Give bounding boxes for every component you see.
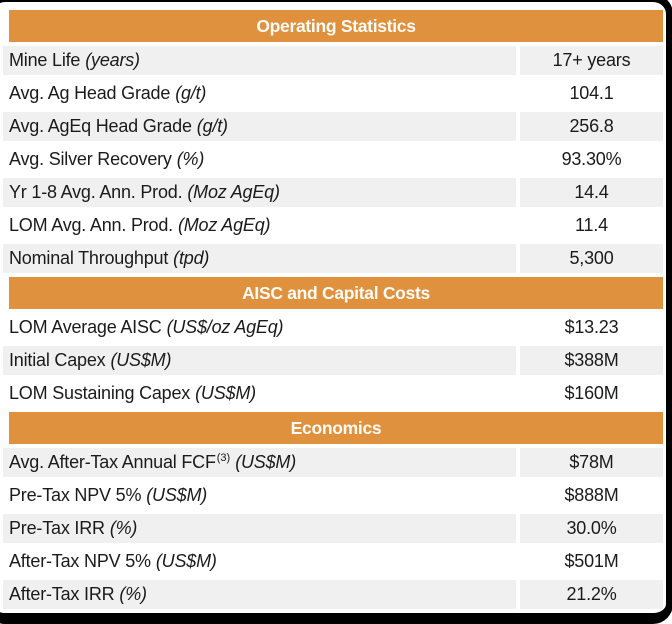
summary-table: Operating Statistics Mine Life (years) 17… [3, 10, 663, 609]
row-label: LOM Sustaining Capex [9, 383, 191, 403]
row-value: 5,300 [569, 248, 614, 268]
row-label: Avg. Silver Recovery [9, 149, 172, 169]
row-unit: (%) [176, 149, 205, 169]
row-label: Initial Capex [9, 350, 106, 370]
row-value: $13.23 [564, 317, 619, 337]
row-label: Mine Life [9, 50, 81, 70]
row-label: After-Tax NPV 5% [9, 551, 151, 571]
row-unit: (Moz AgEq) [187, 182, 280, 202]
table-row: Initial Capex (US$M) $388M [3, 346, 663, 375]
row-value-cell: $501M [520, 547, 663, 576]
row-label-cell: LOM Avg. Ann. Prod. (Moz AgEq) [3, 211, 516, 240]
row-label-cell: Pre-Tax IRR (%) [3, 514, 516, 543]
row-value: 93.30% [561, 149, 622, 169]
table-row: Yr 1-8 Avg. Ann. Prod. (Moz AgEq) 14.4 [3, 178, 663, 207]
table-row: After-Tax NPV 5% (US$M) $501M [3, 547, 663, 576]
row-label-cell: Nominal Throughput (tpd) [3, 244, 516, 273]
table-row: LOM Sustaining Capex (US$M) $160M [3, 379, 663, 408]
section-header: Economics [9, 412, 663, 444]
row-unit: (years) [85, 50, 140, 70]
table-row: Pre-Tax NPV 5% (US$M) $888M [3, 481, 663, 510]
row-value-cell: 14.4 [520, 178, 663, 207]
row-label-cell: Yr 1-8 Avg. Ann. Prod. (Moz AgEq) [3, 178, 516, 207]
row-value: $160M [564, 383, 619, 403]
row-label-cell: Mine Life (years) [3, 46, 516, 75]
row-value-cell: $388M [520, 346, 663, 375]
row-value-cell: $13.23 [520, 313, 663, 342]
row-value: $501M [564, 551, 619, 571]
row-value-cell: 21.2% [520, 580, 663, 609]
row-value: 17+ years [552, 50, 631, 70]
row-value-cell: 93.30% [520, 145, 663, 174]
row-label-cell: LOM Sustaining Capex (US$M) [3, 379, 516, 408]
row-label-cell: Pre-Tax NPV 5% (US$M) [3, 481, 516, 510]
table-row: Avg. After-Tax Annual FCF (3) (US$M) $78M [3, 448, 663, 477]
row-value-cell: 256.8 [520, 112, 663, 141]
row-label-cell: Avg. After-Tax Annual FCF (3) (US$M) [3, 448, 516, 477]
row-label: Yr 1-8 Avg. Ann. Prod. [9, 182, 183, 202]
row-label-cell: Initial Capex (US$M) [3, 346, 516, 375]
row-label: Avg. AgEq Head Grade [9, 116, 192, 136]
row-unit: (%) [119, 584, 147, 604]
row-value: $78M [569, 452, 614, 472]
row-label-cell: After-Tax IRR (%) [3, 580, 516, 609]
table-row: Avg. Silver Recovery (%) 93.30% [3, 145, 663, 174]
row-value-cell: 11.4 [520, 211, 663, 240]
section-header: AISC and Capital Costs [9, 277, 663, 309]
row-value: 256.8 [569, 116, 614, 136]
table-row: Pre-Tax IRR (%) 30.0% [3, 514, 663, 543]
table-row: Mine Life (years) 17+ years [3, 46, 663, 75]
row-unit: (Moz AgEq) [177, 215, 271, 235]
table-row: Nominal Throughput (tpd) 5,300 [3, 244, 663, 273]
row-value-cell: $888M [520, 481, 663, 510]
row-label-cell: LOM Average AISC (US$/oz AgEq) [3, 313, 516, 342]
footnote-superscript: (3) [216, 451, 231, 464]
row-label: Pre-Tax NPV 5% [9, 485, 142, 505]
row-unit: (US$M) [155, 551, 217, 571]
row-label: Pre-Tax IRR [9, 518, 105, 538]
row-value-cell: $78M [520, 448, 663, 477]
row-value-cell: 5,300 [520, 244, 663, 273]
row-value-cell: 104.1 [520, 79, 663, 108]
row-unit: (g/t) [175, 83, 207, 103]
row-label: Avg. Ag Head Grade [9, 83, 171, 103]
table-row: After-Tax IRR (%) 21.2% [3, 580, 663, 609]
table-row: Avg. AgEq Head Grade (g/t) 256.8 [3, 112, 663, 141]
row-label: Avg. After-Tax Annual FCF [9, 452, 216, 472]
row-unit: (US$M) [195, 383, 256, 403]
row-unit: (%) [109, 518, 138, 538]
row-value-cell: 17+ years [520, 46, 663, 75]
row-value: 14.4 [574, 182, 609, 202]
row-label: LOM Avg. Ann. Prod. [9, 215, 173, 235]
row-unit: (US$M) [235, 452, 297, 472]
row-label-cell: Avg. AgEq Head Grade (g/t) [3, 112, 516, 141]
row-label-cell: Avg. Ag Head Grade (g/t) [3, 79, 516, 108]
row-label-cell: Avg. Silver Recovery (%) [3, 145, 516, 174]
row-unit: (US$M) [146, 485, 208, 505]
row-unit: (tpd) [173, 248, 210, 268]
row-unit: (US$/oz AgEq) [166, 317, 284, 337]
row-label: LOM Average AISC [9, 317, 162, 337]
table-row: LOM Avg. Ann. Prod. (Moz AgEq) 11.4 [3, 211, 663, 240]
row-value: $388M [564, 350, 619, 370]
table-row: Avg. Ag Head Grade (g/t) 104.1 [3, 79, 663, 108]
row-value-cell: $160M [520, 379, 663, 408]
row-label-cell: After-Tax NPV 5% (US$M) [3, 547, 516, 576]
row-value: 11.4 [575, 215, 608, 235]
row-label: Nominal Throughput [9, 248, 169, 268]
row-unit: (US$M) [110, 350, 172, 370]
row-unit: (g/t) [196, 116, 228, 136]
row-label: After-Tax IRR [9, 584, 115, 604]
row-value: $888M [564, 485, 619, 505]
row-value: 104.1 [569, 83, 614, 103]
row-value: 21.2% [566, 584, 617, 604]
section-header: Operating Statistics [9, 10, 663, 42]
row-value: 30.0% [566, 518, 617, 538]
row-value-cell: 30.0% [520, 514, 663, 543]
table-row: LOM Average AISC (US$/oz AgEq) $13.23 [3, 313, 663, 342]
